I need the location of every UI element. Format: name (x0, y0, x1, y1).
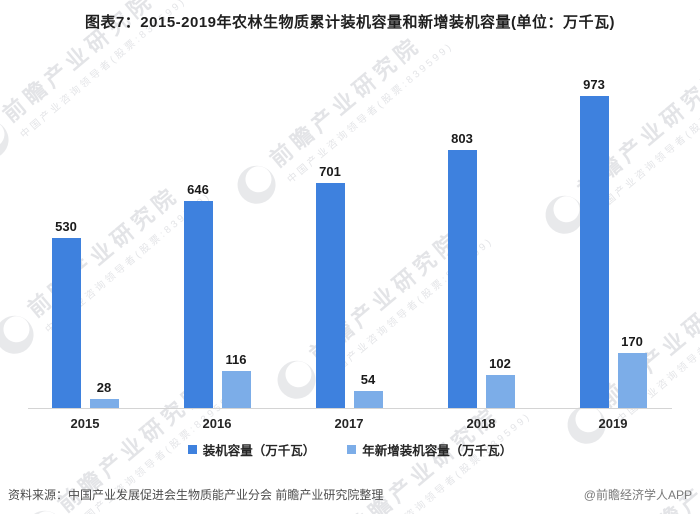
value-label: 701 (319, 164, 341, 179)
chart-title: 图表7：2015-2019年农林生物质累计装机容量和新增装机容量(单位：万千瓦) (84, 14, 616, 31)
bar-installed-capacity (579, 96, 609, 408)
value-label: 170 (621, 334, 643, 349)
value-label: 28 (96, 380, 112, 395)
legend-item-installed-capacity: 装机容量（万千瓦） (187, 440, 316, 459)
value-label: 116 (225, 352, 247, 367)
bar-new-capacity (617, 353, 647, 408)
bar-new-capacity (353, 391, 383, 408)
x-tick-label: 2018 (466, 416, 496, 431)
bar-installed-capacity (51, 238, 81, 408)
value-label: 54 (360, 372, 376, 387)
legend-label: 装机容量（万千瓦） (202, 444, 316, 458)
legend: 装机容量（万千瓦） 年新增装机容量（万千瓦） (0, 440, 700, 459)
footer: 资料来源：中国产业发展促进会生物质能产业分会 前瞻产业研究院整理 @前瞻经济学人… (8, 486, 692, 503)
brand-handle: @前瞻经济学人APP (583, 488, 692, 502)
bar-new-capacity (485, 375, 515, 408)
value-label: 530 (55, 219, 77, 234)
value-label: 646 (187, 182, 209, 197)
bar-new-capacity (221, 371, 251, 408)
x-tick-label: 2015 (70, 416, 100, 431)
bar-installed-capacity (183, 201, 213, 408)
source-note: 资料来源：中国产业发展促进会生物质能产业分会 前瞻产业研究院整理 (8, 488, 384, 502)
value-label: 803 (451, 131, 473, 146)
legend-swatch-installed-capacity (187, 445, 197, 454)
x-axis-line (28, 408, 672, 409)
legend-item-new-capacity: 年新增装机容量（万千瓦） (347, 440, 512, 459)
legend-label: 年新增装机容量（万千瓦） (362, 444, 513, 458)
x-tick-label: 2016 (202, 416, 232, 431)
x-tick-label: 2017 (334, 416, 364, 431)
value-label: 102 (489, 356, 511, 371)
bar-new-capacity (89, 399, 119, 408)
x-tick-label: 2019 (598, 416, 628, 431)
legend-swatch-new-capacity (347, 445, 357, 454)
bar-installed-capacity (315, 183, 345, 408)
bar-installed-capacity (447, 150, 477, 408)
value-label: 973 (583, 77, 605, 92)
